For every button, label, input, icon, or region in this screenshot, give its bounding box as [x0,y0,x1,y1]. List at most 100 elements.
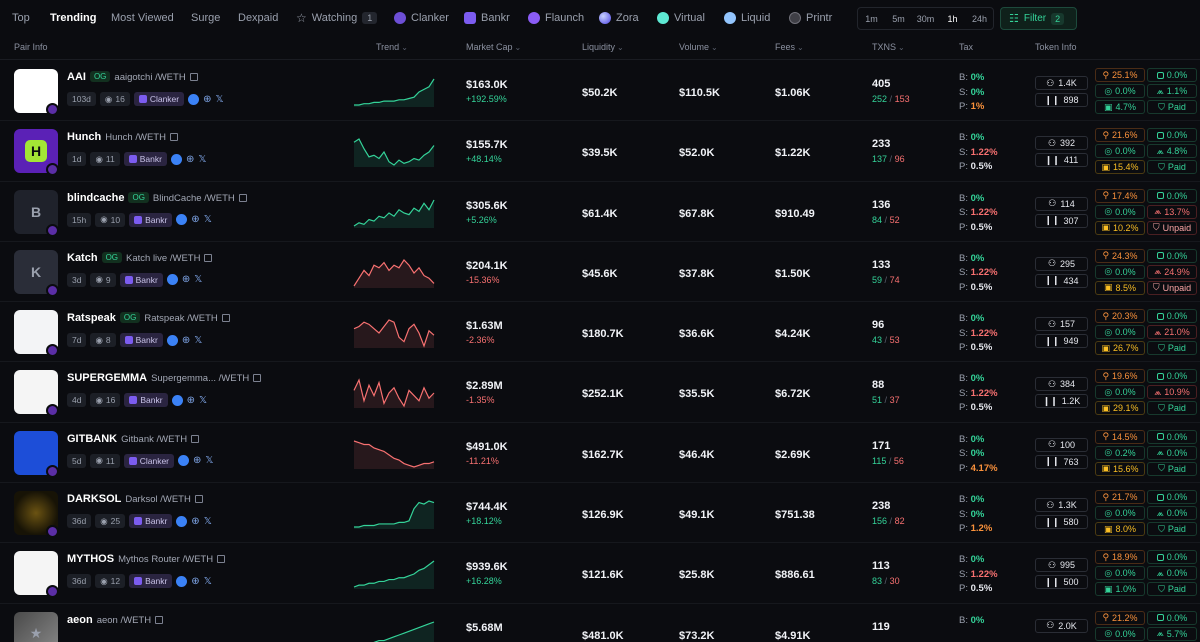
dex-icon[interactable] [176,575,188,587]
table-row[interactable]: DARKSOL Darksol /WETH 36d ◉ 25 Bankr ⊕ 𝕏 $… [0,483,1200,544]
launchpad-badge[interactable]: Bankr [129,212,173,227]
col-market-cap[interactable]: Market Cap ⌄ [466,42,522,52]
table-row[interactable]: ★ aeon aeon /WETH $5.68M $481.0K $73.2K $… [0,604,1200,642]
token-symbol[interactable]: SUPERGEMMA [67,372,148,385]
tab-top[interactable]: Top [12,12,30,24]
trend-sparkline [353,199,435,228]
token-symbol[interactable]: DARKSOL [67,493,122,506]
token-symbol[interactable]: aeon [67,613,93,626]
twitter-icon[interactable]: 𝕏 [198,394,208,406]
timeframe-24h[interactable]: 24h [971,13,988,24]
col-fees[interactable]: Fees ⌄ [775,42,804,52]
copy-icon[interactable] [189,73,198,81]
token-symbol[interactable]: Katch [67,251,98,264]
copy-icon[interactable] [191,434,200,443]
dex-icon[interactable] [178,455,190,467]
launchpad-badge[interactable]: Bankr [129,574,173,589]
launchpad-badge[interactable]: Bankr [129,514,173,529]
website-icon[interactable]: ⊕ [191,515,200,527]
sniper-stat: ◎ 0.2% [1095,445,1145,460]
copy-icon[interactable] [204,253,213,262]
token-symbol[interactable]: GITBANK [67,432,118,445]
tab-printr[interactable]: Printr [789,10,832,26]
table-row[interactable]: B blindcache OG BlindCache /WETH 15h ◉ 10 B… [0,182,1200,242]
col-trend[interactable]: Trend ⌄ [376,42,408,52]
users-icon: ⚇ [1047,258,1057,269]
copy-icon[interactable] [155,615,164,624]
twitter-icon[interactable]: 𝕏 [203,515,212,527]
copy-icon[interactable] [253,374,262,383]
launchpad-badge[interactable]: Clanker [133,92,185,106]
market-cap: $1.63M [466,320,503,333]
token-avatar[interactable]: H [14,129,58,174]
website-icon[interactable]: ⊕ [181,334,191,346]
tab-bankr[interactable]: Bankr [464,10,510,26]
copy-icon[interactable] [217,555,226,564]
tab-liquid[interactable]: Liquid [724,10,770,26]
token-symbol[interactable]: Ratspeak [67,312,116,325]
timeframe-1h[interactable]: 1h [947,13,958,24]
dex-icon[interactable] [166,274,178,286]
token-symbol[interactable]: AAI [67,71,86,83]
copy-icon[interactable] [194,495,203,504]
launchpad-badge[interactable]: Bankr [123,152,167,167]
table-row[interactable]: Ratspeak OG Ratspeak /WETH 7d ◉ 8 Bankr ⊕ 𝕏… [0,302,1200,363]
tab-watching[interactable]: ☆ Watching 1 [296,10,378,26]
copy-icon[interactable] [169,133,178,142]
table-row[interactable]: K Katch OG Katch live /WETH 3d ◉ 9 Bankr ⊕ … [0,242,1200,303]
table-row[interactable]: SUPERGEMMA Supergemma... /WETH 4d ◉ 16 Ban… [0,362,1200,423]
sniper-stat: ◎ 0.0% [1095,506,1145,521]
twitter-icon[interactable]: 𝕏 [215,93,224,105]
website-icon[interactable]: ⊕ [181,274,191,286]
twitter-icon[interactable]: 𝕏 [203,214,212,226]
col-volume[interactable]: Volume ⌄ [679,42,718,52]
website-icon[interactable]: ⊕ [203,93,212,105]
website-icon[interactable]: ⊕ [193,455,202,467]
tab-dexpaid[interactable]: Dexpaid [238,12,279,24]
dex-icon[interactable] [188,93,200,105]
tab-clanker[interactable]: Clanker [394,10,449,26]
token-symbol[interactable]: blindcache [67,191,125,204]
dex-icon[interactable] [171,394,183,406]
token-symbol[interactable]: Hunch [67,131,102,144]
table-row[interactable]: H Hunch Hunch /WETH 1d ◉ 11 Bankr ⊕ 𝕏 $155… [0,121,1200,182]
filter-button[interactable]: ☷ Filter 2 [1000,7,1077,30]
twitter-icon[interactable]: 𝕏 [194,334,203,346]
token-symbol[interactable]: MYTHOS [67,553,115,566]
tab-most-viewed[interactable]: Most Viewed [111,12,174,24]
timeframe-30m[interactable]: 30m [916,13,935,24]
twitter-icon[interactable]: 𝕏 [194,274,203,286]
dex-icon[interactable] [176,214,188,226]
tab-trending[interactable]: Trending [50,12,97,24]
buyers-icon: ❙❙ [1044,154,1060,165]
token-avatar[interactable]: ★ [14,611,58,642]
launchpad-badge[interactable]: Bankr [119,333,163,348]
copy-icon[interactable] [221,314,230,323]
tab-virtual[interactable]: Virtual [657,10,705,26]
twitter-icon[interactable]: 𝕏 [205,455,214,467]
tab-zora[interactable]: Zora [599,10,639,26]
website-icon[interactable]: ⊕ [191,575,200,587]
twitter-icon[interactable]: 𝕏 [203,575,212,587]
dex-icon[interactable] [170,153,182,165]
table-row[interactable]: AAI OG aaigotchi /WETH 103d ◉ 16 Clanker ⊕ … [0,61,1200,122]
dex-icon[interactable] [166,334,178,346]
launchpad-badge[interactable]: Bankr [119,272,163,287]
tab-surge[interactable]: Surge [191,12,221,24]
twitter-icon[interactable]: 𝕏 [198,153,207,165]
website-icon[interactable]: ⊕ [191,214,200,226]
col-liquidity[interactable]: Liquidity ⌄ [582,42,624,52]
timeframe-1m[interactable]: 1m [865,13,878,24]
table-row[interactable]: GITBANK Gitbank /WETH 5d ◉ 11 Clanker ⊕ 𝕏 … [0,423,1200,484]
launchpad-badge[interactable]: Clanker [123,453,175,468]
col-txns[interactable]: TXNS ⌄ [872,42,905,52]
launchpad-badge[interactable]: Bankr [124,393,168,408]
dex-icon[interactable] [176,515,188,527]
views-badge: ◉ 16 [90,393,121,408]
website-icon[interactable]: ⊕ [185,153,195,165]
timeframe-5m[interactable]: 5m [892,13,905,24]
tab-flaunch[interactable]: Flaunch [528,10,584,26]
website-icon[interactable]: ⊕ [186,394,195,406]
copy-icon[interactable] [238,193,247,202]
table-row[interactable]: MYTHOS Mythos Router /WETH 36d ◉ 12 Bankr … [0,543,1200,604]
